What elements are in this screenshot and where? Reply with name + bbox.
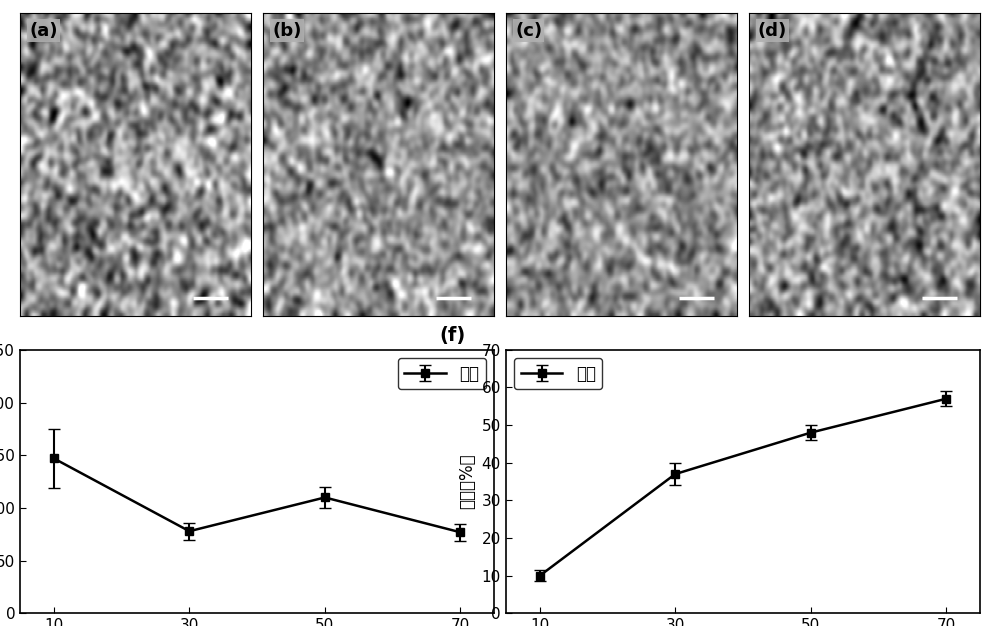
Legend: 产率: 产率 [514,358,602,389]
Text: (d): (d) [758,22,787,39]
Legend: 粒径: 粒径 [398,358,486,389]
Text: (b): (b) [272,22,302,39]
Text: (f): (f) [439,326,466,344]
Y-axis label: 产率（%）: 产率（%） [458,454,476,510]
Text: (a): (a) [29,22,58,39]
Text: (c): (c) [515,22,542,39]
